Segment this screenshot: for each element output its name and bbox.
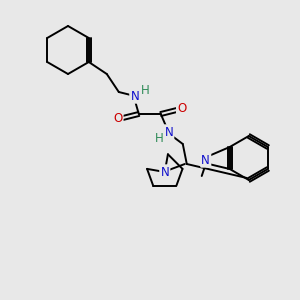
Text: N: N: [201, 154, 210, 166]
Text: H: H: [154, 131, 163, 145]
Text: O: O: [177, 103, 186, 116]
Text: H: H: [140, 83, 149, 97]
Text: N: N: [164, 125, 173, 139]
Text: N: N: [160, 166, 169, 178]
Text: O: O: [113, 112, 122, 125]
Text: N: N: [130, 89, 139, 103]
